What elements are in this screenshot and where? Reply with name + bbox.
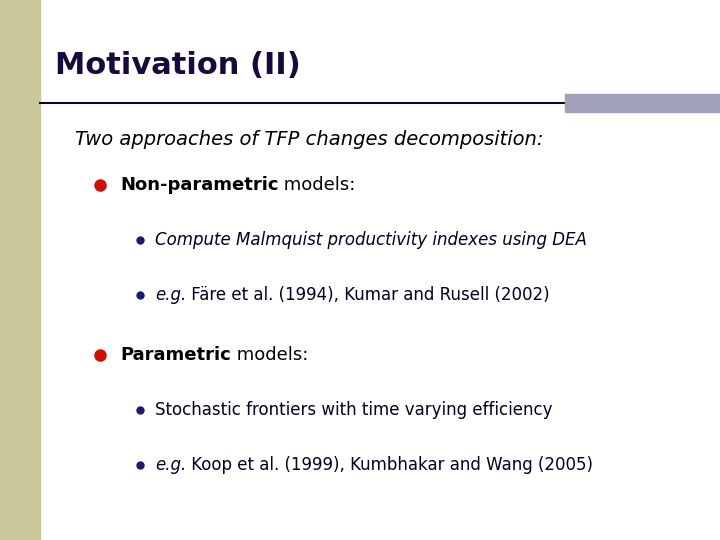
Text: Two approaches of TFP changes decomposition:: Two approaches of TFP changes decomposit… [75, 130, 544, 149]
Text: Compute Malmquist productivity indexes using DEA: Compute Malmquist productivity indexes u… [155, 231, 587, 249]
Text: Parametric: Parametric [120, 346, 230, 364]
Text: Färe et al. (1994), Kumar and Rusell (2002): Färe et al. (1994), Kumar and Rusell (20… [186, 286, 550, 304]
Text: Koop et al. (1999), Kumbhakar and Wang (2005): Koop et al. (1999), Kumbhakar and Wang (… [186, 456, 593, 474]
Bar [565, 94, 720, 112]
Text: e.g.: e.g. [155, 456, 186, 474]
Bar [0, 0, 40, 540]
Text: e.g.: e.g. [155, 286, 186, 304]
Text: models:: models: [279, 176, 356, 194]
Text: models:: models: [230, 346, 308, 364]
Text: Non-parametric: Non-parametric [120, 176, 279, 194]
Text: Stochastic frontiers with time varying efficiency: Stochastic frontiers with time varying e… [155, 401, 552, 419]
Text: Motivation (II): Motivation (II) [55, 51, 301, 79]
